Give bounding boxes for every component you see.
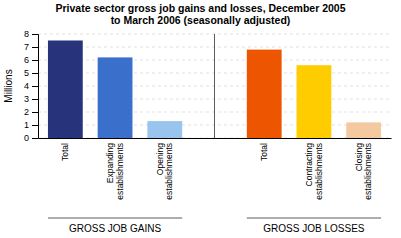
tick: 0 xyxy=(24,133,38,143)
tick-mark xyxy=(32,86,38,87)
tick-label: Openingestablishments xyxy=(155,143,174,200)
group-label: GROSS JOB GAINS xyxy=(69,223,162,234)
y-axis-title: Millions xyxy=(3,69,14,102)
tick-label: 6 xyxy=(24,55,29,65)
x-axis: Total Expandingestablishments Openingestab… xyxy=(39,139,392,200)
tick: 4 xyxy=(24,81,38,91)
tick-mark xyxy=(32,112,38,113)
grid xyxy=(38,34,391,138)
tick-mark xyxy=(32,138,38,139)
tick-label: 2 xyxy=(24,107,29,117)
tick: Total xyxy=(60,143,70,161)
tick: 5 xyxy=(24,68,38,78)
tick-label: 0 xyxy=(24,133,29,143)
tick: 7 xyxy=(24,42,38,52)
tick-label: Expandingestablishments xyxy=(105,143,124,200)
tick-mark xyxy=(32,34,38,35)
tick-label: Total xyxy=(60,143,70,161)
tick-label-line: Total xyxy=(259,143,269,161)
tick: Contractingestablishments xyxy=(304,143,323,200)
tick-label: Closingestablishments xyxy=(354,143,373,200)
group-label: GROSS JOB LOSSES xyxy=(263,223,364,234)
bar xyxy=(98,57,133,138)
tick-label-line: establishments xyxy=(314,143,324,200)
tick: 6 xyxy=(24,55,38,65)
tick-mark xyxy=(32,47,38,48)
tick: Expandingestablishments xyxy=(105,143,124,200)
tick-label-line: establishments xyxy=(164,143,174,200)
tick-label-line: establishments xyxy=(115,143,125,200)
group-separator xyxy=(214,34,215,138)
axis-line xyxy=(39,138,392,139)
plot: 0 1 2 3 4 5 6 7 8 Total Expandingestablishments Ope… xyxy=(3,29,392,199)
y-axis: 0 1 2 3 4 5 6 7 8 xyxy=(24,29,39,143)
bar xyxy=(48,41,83,139)
tick-label: 8 xyxy=(24,29,29,39)
tick-mark xyxy=(32,99,38,100)
tick-label-line: Total xyxy=(60,143,70,161)
tick-label: 4 xyxy=(24,81,29,91)
tick: 2 xyxy=(24,107,38,117)
bar xyxy=(147,121,182,138)
group-underline xyxy=(247,218,381,219)
tick-label: 5 xyxy=(24,68,29,78)
bar xyxy=(297,65,332,138)
axis-line xyxy=(32,35,39,139)
tick-mark xyxy=(32,73,38,74)
group-underline xyxy=(48,218,182,219)
tick-label: 1 xyxy=(24,120,29,130)
tick: 3 xyxy=(24,94,38,104)
tick-label: 3 xyxy=(24,94,29,104)
chart: 0 1 2 3 4 5 6 7 8 Total Expandingestablishments Ope… xyxy=(0,0,401,238)
tick-mark xyxy=(32,125,38,126)
title-line: to March 2006 (seasonally adjusted) xyxy=(111,14,291,26)
tick: Closingestablishments xyxy=(354,143,373,200)
tick-label-line: establishments xyxy=(363,143,373,200)
tick-mark xyxy=(32,60,38,61)
tick: 8 xyxy=(24,29,38,39)
bar xyxy=(346,122,381,138)
tick-label: 7 xyxy=(24,42,29,52)
title-line: Private sector gross job gains and losse… xyxy=(55,2,345,14)
bar xyxy=(247,50,282,138)
tick-label: Total xyxy=(259,143,269,161)
tick: Total xyxy=(259,143,269,161)
tick: 1 xyxy=(24,120,38,130)
tick-label: Contractingestablishments xyxy=(304,143,323,200)
tick: Openingestablishments xyxy=(155,143,174,200)
title: Private sector gross job gains and losse… xyxy=(55,2,345,26)
